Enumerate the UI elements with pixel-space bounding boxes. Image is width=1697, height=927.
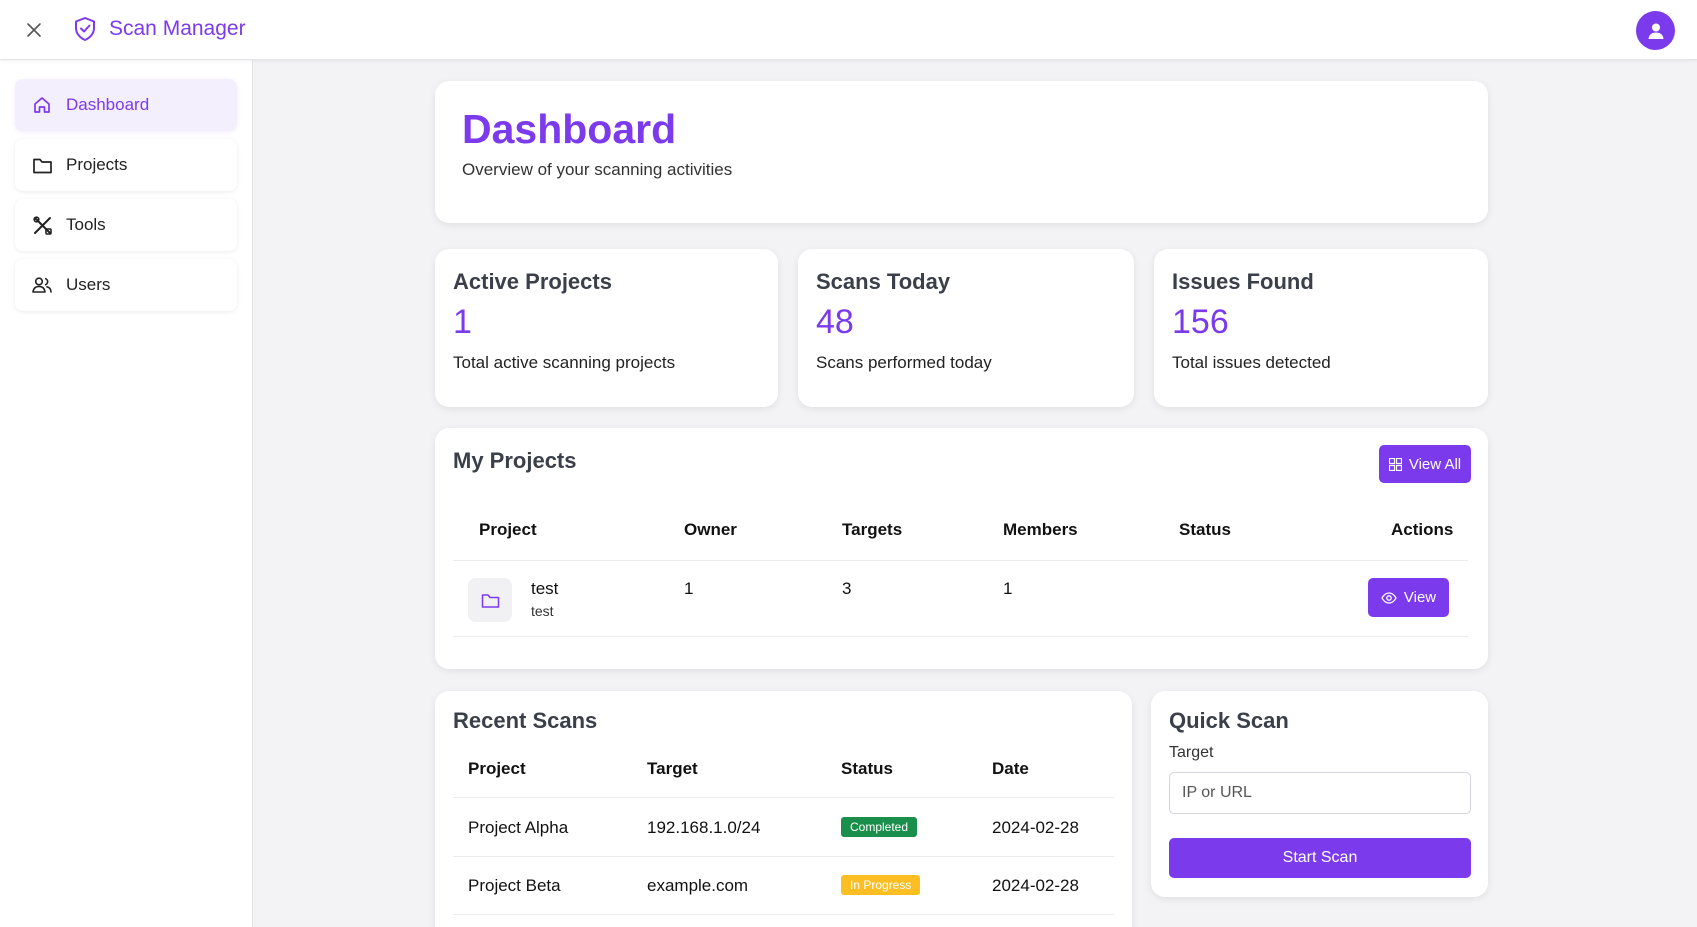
- section-title: Quick Scan: [1169, 708, 1289, 733]
- folder-icon: [481, 593, 499, 608]
- scan-date: 2024-02-28: [992, 876, 1079, 895]
- sidebar-item-label: Users: [66, 275, 111, 294]
- column-header: Targets: [842, 520, 903, 539]
- view-label: View: [1403, 589, 1437, 606]
- stat-title: Active Projects: [453, 269, 612, 294]
- folder-icon: [31, 154, 53, 176]
- scan-project: Project Beta: [468, 876, 561, 895]
- top-bar: Scan Manager: [0, 0, 1697, 60]
- stat-title: Issues Found: [1172, 269, 1314, 294]
- sidebar-item-projects[interactable]: Projects: [15, 139, 237, 191]
- sidebar-item-label: Dashboard: [66, 95, 150, 114]
- eye-icon: [1381, 591, 1397, 604]
- target-input[interactable]: [1169, 772, 1471, 814]
- shield-icon: [75, 17, 95, 41]
- table-divider: [453, 560, 1468, 561]
- target-label: Target: [1169, 744, 1214, 761]
- column-header: Owner: [684, 520, 737, 539]
- projects-card: My Projects View All Project Owner Targe…: [435, 428, 1488, 669]
- table-divider: [453, 636, 1468, 637]
- column-header: Status: [841, 759, 893, 778]
- start-scan-label: Start Scan: [1282, 849, 1358, 866]
- stat-description: Total active scanning projects: [453, 353, 676, 372]
- sidebar-item-label: Projects: [66, 155, 128, 174]
- view-all-button[interactable]: View All: [1379, 445, 1471, 483]
- stat-description: Total issues detected: [1172, 353, 1331, 372]
- sidebar-item-users[interactable]: Users: [15, 259, 237, 311]
- page-title: Dashboard: [462, 106, 677, 152]
- stat-description: Scans performed today: [816, 353, 992, 372]
- stat-card-scans-today: Scans Today 48 Scans performed today: [798, 249, 1134, 407]
- avatar[interactable]: [1636, 11, 1675, 50]
- sidebar-item-label: Tools: [66, 215, 106, 234]
- column-header: Status: [1179, 520, 1231, 539]
- status-badge: In Progress: [841, 875, 921, 895]
- stat-value: 1: [453, 303, 472, 341]
- stat-value: 156: [1172, 303, 1229, 341]
- sidebar-item-tools[interactable]: Tools: [15, 199, 237, 251]
- brand: Scan Manager: [73, 16, 246, 42]
- column-header: Members: [1003, 520, 1078, 539]
- column-header: Project: [468, 759, 526, 778]
- tools-icon: [31, 214, 53, 236]
- project-name: test: [531, 579, 559, 598]
- column-header: Project: [479, 520, 537, 539]
- scan-target: 192.168.1.0/24: [647, 818, 761, 837]
- start-scan-button[interactable]: Start Scan: [1169, 838, 1471, 878]
- sidebar-item-dashboard[interactable]: Dashboard: [15, 79, 237, 131]
- scan-target: example.com: [647, 876, 749, 895]
- project-targets: 3: [842, 579, 852, 598]
- page-header-card: Dashboard Overview of your scanning acti…: [435, 81, 1488, 223]
- home-icon: [31, 94, 53, 116]
- app-title: Scan Manager: [109, 17, 246, 40]
- stat-card-active-projects: Active Projects 1 Total active scanning …: [435, 249, 778, 407]
- grid-icon: [1388, 457, 1402, 471]
- column-header: Actions: [1391, 520, 1454, 539]
- scan-date: 2024-02-28: [992, 818, 1079, 837]
- sidebar: Dashboard Projects Tools Users: [0, 60, 253, 927]
- table-divider: [453, 856, 1114, 857]
- quick-scan-card: Quick Scan Target Start Scan: [1151, 691, 1488, 897]
- stat-title: Scans Today: [816, 269, 951, 294]
- table-divider: [453, 914, 1114, 915]
- section-title: My Projects: [453, 448, 577, 473]
- project-description: test: [531, 603, 554, 619]
- table-divider: [453, 797, 1114, 798]
- users-icon: [31, 274, 53, 296]
- close-button[interactable]: [22, 18, 46, 42]
- column-header: Target: [647, 759, 698, 778]
- close-icon: [27, 23, 41, 37]
- user-icon: [1648, 23, 1663, 39]
- stat-value: 48: [816, 303, 854, 341]
- scan-project: Project Alpha: [468, 818, 569, 837]
- column-header: Date: [992, 759, 1029, 778]
- project-folder-badge: [468, 578, 512, 622]
- project-members: 1: [1003, 579, 1013, 598]
- recent-scans-card: Recent Scans Project Target Status Date …: [435, 691, 1132, 927]
- stat-card-issues-found: Issues Found 156 Total issues detected: [1154, 249, 1488, 407]
- section-title: Recent Scans: [453, 708, 598, 733]
- view-all-label: View All: [1408, 455, 1462, 473]
- project-owner: 1: [684, 579, 694, 598]
- page-subtitle: Overview of your scanning activities: [462, 160, 733, 179]
- status-badge: Completed: [841, 817, 918, 837]
- view-project-button[interactable]: View: [1368, 578, 1449, 617]
